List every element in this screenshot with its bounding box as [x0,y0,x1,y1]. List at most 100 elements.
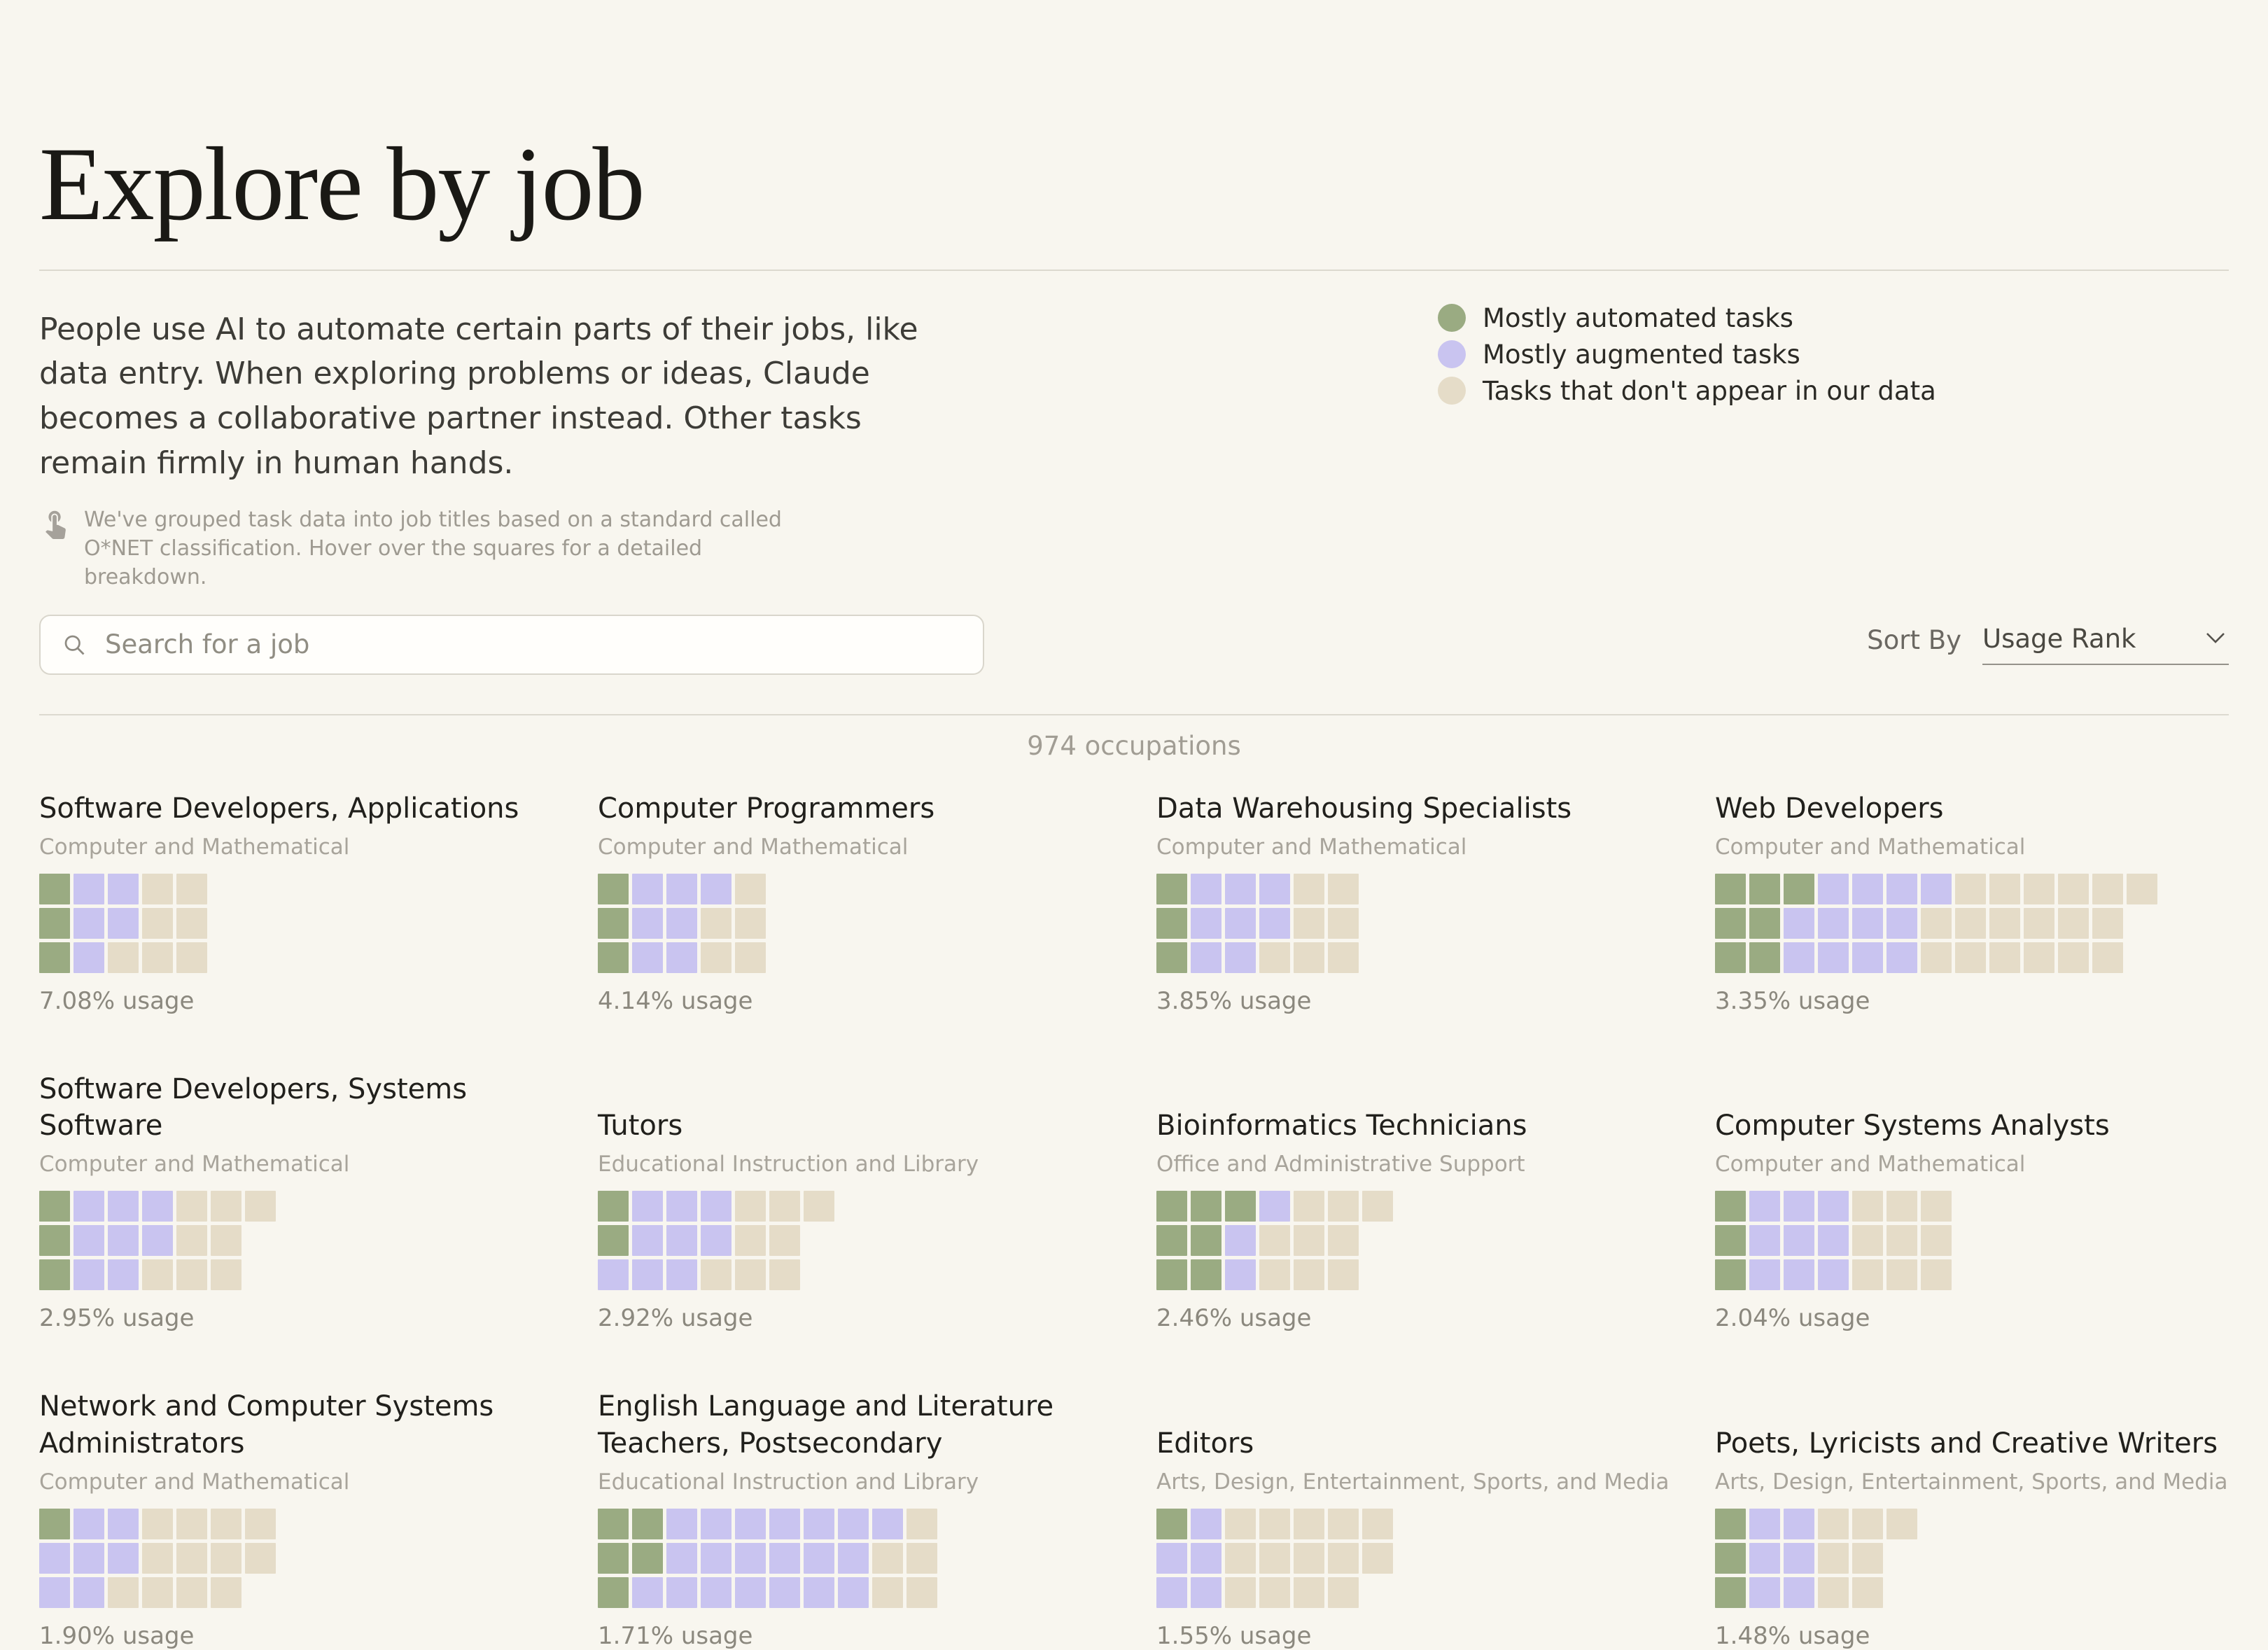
task-cell[interactable] [804,1191,834,1222]
task-cell[interactable] [1259,1259,1290,1291]
task-cell[interactable] [245,1191,276,1222]
task-cell[interactable] [1225,907,1256,939]
task-cell[interactable] [804,1542,834,1574]
task-cell[interactable] [769,1576,800,1608]
task-cell[interactable] [1191,1508,1222,1539]
task-cell[interactable] [906,1542,937,1574]
task-cell[interactable] [598,907,629,939]
task-cell[interactable] [769,1508,800,1539]
task-cell[interactable] [176,1542,207,1574]
task-cell[interactable] [701,1576,732,1608]
task-cell[interactable] [1921,1259,1952,1291]
task-cell[interactable] [666,907,697,939]
job-card[interactable]: English Language and Literature Teachers… [598,1388,1112,1650]
task-cell[interactable] [1852,1508,1883,1539]
task-cell[interactable] [1749,1576,1780,1608]
task-cell[interactable] [1225,1542,1256,1574]
task-cell[interactable] [1715,1191,1746,1222]
task-cell[interactable] [1784,942,1814,973]
task-cell[interactable] [1259,1508,1290,1539]
task-cell[interactable] [1749,1191,1780,1222]
task-cell[interactable] [632,1225,663,1257]
task-cell[interactable] [176,873,207,904]
task-cell[interactable] [1818,1191,1849,1222]
task-cell[interactable] [1156,1225,1187,1257]
task-cell[interactable] [1749,1508,1780,1539]
task-cell[interactable] [1852,1576,1883,1608]
task-cell[interactable] [1715,873,1746,904]
task-cell[interactable] [1225,873,1256,904]
task-cell[interactable] [1328,1225,1359,1257]
task-cell[interactable] [176,1259,207,1291]
task-cell[interactable] [1191,1225,1222,1257]
task-cell[interactable] [1294,1259,1324,1291]
job-card[interactable]: Editors Arts, Design, Entertainment, Spo… [1156,1388,1670,1650]
task-cell[interactable] [1259,873,1290,904]
task-cell[interactable] [176,1191,207,1222]
task-cell[interactable] [1294,1191,1324,1222]
task-cell[interactable] [769,1225,800,1257]
task-cell[interactable] [701,1191,732,1222]
task-cell[interactable] [1156,1191,1187,1222]
task-cell[interactable] [906,1576,937,1608]
task-cell[interactable] [1749,1542,1780,1574]
job-card[interactable]: Computer Systems Analysts Computer and M… [1715,1071,2229,1332]
task-cell[interactable] [735,873,766,904]
task-cell[interactable] [176,907,207,939]
task-cell[interactable] [1749,873,1780,904]
job-card[interactable]: Computer Programmers Computer and Mathem… [598,790,1112,1015]
task-cell[interactable] [1191,942,1222,973]
task-cell[interactable] [804,1576,834,1608]
task-cell[interactable] [598,1259,629,1291]
task-cell[interactable] [1362,1191,1393,1222]
task-cell[interactable] [176,942,207,973]
task-cell[interactable] [1294,873,1324,904]
task-cell[interactable] [906,1508,937,1539]
task-cell[interactable] [769,1259,800,1291]
task-cell[interactable] [108,907,139,939]
job-card[interactable]: Software Developers, Applications Comput… [39,790,553,1015]
task-cell[interactable] [176,1508,207,1539]
task-cell[interactable] [632,1508,663,1539]
task-cell[interactable] [1818,1576,1849,1608]
task-cell[interactable] [735,1576,766,1608]
task-cell[interactable] [838,1508,869,1539]
task-cell[interactable] [2092,873,2123,904]
task-cell[interactable] [1328,1542,1359,1574]
task-cell[interactable] [1225,1259,1256,1291]
task-cell[interactable] [1818,873,1849,904]
task-cell[interactable] [1886,942,1917,973]
task-cell[interactable] [735,1542,766,1574]
task-cell[interactable] [1259,1576,1290,1608]
task-cell[interactable] [1191,1191,1222,1222]
task-cell[interactable] [108,1576,139,1608]
task-cell[interactable] [1818,942,1849,973]
task-cell[interactable] [769,1542,800,1574]
task-cell[interactable] [666,1225,697,1257]
task-cell[interactable] [1852,942,1883,973]
job-card[interactable]: Poets, Lyricists and Creative Writers Ar… [1715,1388,2229,1650]
task-cell[interactable] [1225,1225,1256,1257]
task-cell[interactable] [1191,1576,1222,1608]
task-cell[interactable] [74,907,104,939]
task-cell[interactable] [598,873,629,904]
task-cell[interactable] [1191,873,1222,904]
task-cell[interactable] [1225,1191,1256,1222]
task-cell[interactable] [632,907,663,939]
task-cell[interactable] [39,1576,70,1608]
task-cell[interactable] [1921,1225,1952,1257]
task-cell[interactable] [769,1191,800,1222]
task-cell[interactable] [1989,942,2020,973]
task-cell[interactable] [39,1259,70,1291]
task-cell[interactable] [1749,942,1780,973]
task-cell[interactable] [632,1191,663,1222]
task-cell[interactable] [1784,1508,1814,1539]
task-cell[interactable] [142,907,173,939]
task-cell[interactable] [1852,1259,1883,1291]
task-cell[interactable] [1328,873,1359,904]
task-cell[interactable] [1784,1542,1814,1574]
task-cell[interactable] [1294,1225,1324,1257]
task-cell[interactable] [108,1542,139,1574]
task-cell[interactable] [1715,907,1746,939]
task-cell[interactable] [1818,1259,1849,1291]
